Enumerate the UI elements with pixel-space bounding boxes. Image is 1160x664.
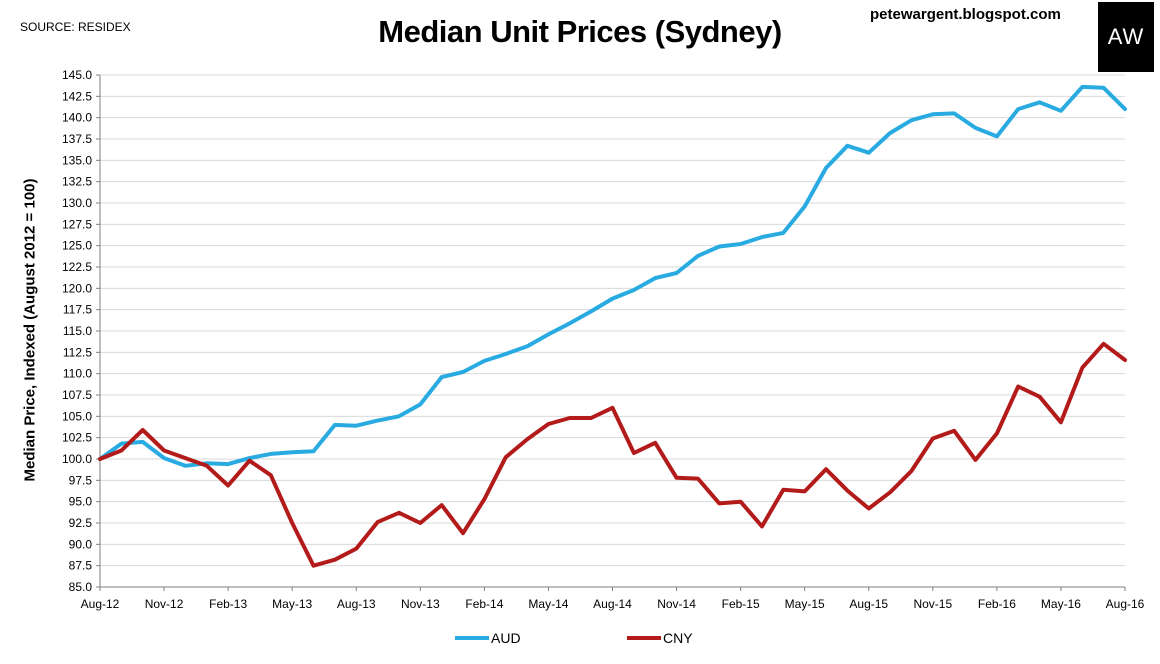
legend-label-aud: AUD	[491, 630, 521, 646]
x-tick-label: Aug-12	[81, 597, 120, 611]
y-tick-label: 105.0	[62, 409, 92, 423]
y-tick-label: 127.5	[62, 217, 92, 231]
y-tick-label: 117.5	[63, 303, 92, 317]
y-tick-label: 142.5	[62, 89, 92, 103]
legend-swatch-cny	[627, 636, 661, 640]
y-tick-label: 92.5	[69, 516, 93, 530]
source-note: SOURCE: RESIDEX	[20, 20, 131, 34]
y-tick-label: 122.5	[62, 260, 92, 274]
y-tick-label: 85.0	[69, 580, 93, 594]
y-tick-labels: 85.0 87.5 90.0 92.5 95.0 97.5 100.0 102.5 105.0 1…	[62, 68, 92, 594]
site-url: petewargent.blogspot.com	[870, 6, 1061, 23]
x-tick-label: May-15	[785, 597, 825, 611]
x-tick-label: Nov-12	[145, 597, 184, 611]
aw-logo: AW	[1098, 2, 1154, 72]
legend-swatch-aud	[455, 636, 489, 640]
y-tick-label: 95.0	[69, 495, 93, 509]
x-tick-labels: Aug-12 Nov-12 Feb-13 May-13 Aug-13 Nov-13 Feb-…	[81, 597, 1145, 611]
x-tick-label: May-16	[1041, 597, 1081, 611]
y-tick-label: 125.0	[62, 239, 92, 253]
y-tick-label: 97.5	[69, 473, 93, 487]
x-tick-label: Feb-13	[209, 597, 247, 611]
x-tick-label: Nov-15	[913, 597, 952, 611]
gridlines	[100, 74, 1125, 567]
y-tick-label: 110.0	[63, 367, 92, 381]
x-tick-label: May-14	[528, 597, 568, 611]
series-lines	[98, 84, 1127, 568]
y-tick-label: 87.5	[69, 559, 93, 573]
x-tick-label: Aug-15	[849, 597, 888, 611]
y-tick-label: 130.0	[62, 196, 92, 210]
y-tick-label: 145.0	[62, 68, 92, 82]
legend-item-cny: CNY	[627, 629, 693, 647]
y-tick-label: 107.5	[62, 388, 92, 402]
x-tick-label: Feb-14	[465, 597, 503, 611]
y-axis-title: Median Price, Indexed (August 2012 = 100…	[21, 178, 39, 482]
x-tick-label: Aug-13	[337, 597, 376, 611]
y-tick-label: 120.0	[62, 281, 92, 295]
axes	[96, 74, 1126, 591]
y-tick-label: 90.0	[69, 537, 93, 551]
x-tick-label: Aug-14	[593, 597, 632, 611]
y-tick-label: 137.5	[62, 132, 92, 146]
chart-title: Median Unit Prices (Sydney)	[378, 14, 782, 49]
x-tick-label: Nov-14	[657, 597, 696, 611]
y-tick-label: 100.0	[62, 452, 92, 466]
y-tick-label: 102.5	[62, 431, 92, 445]
legend-item-aud: AUD	[455, 629, 521, 647]
y-tick-label: 140.0	[62, 111, 92, 125]
x-tick-label: Feb-15	[722, 597, 760, 611]
y-tick-label: 132.5	[62, 175, 92, 189]
y-tick-label: 115.0	[63, 324, 92, 338]
series-line-aud	[98, 84, 1127, 468]
x-tick-label: Feb-16	[978, 597, 1016, 611]
x-tick-label: Nov-13	[401, 597, 440, 611]
series-line-cny	[98, 341, 1127, 568]
x-tick-label: Aug-16	[1106, 597, 1145, 611]
legend-label-cny: CNY	[663, 630, 693, 646]
y-tick-label: 112.5	[63, 345, 92, 359]
y-tick-label: 135.0	[62, 153, 92, 167]
x-tick-label: May-13	[272, 597, 312, 611]
